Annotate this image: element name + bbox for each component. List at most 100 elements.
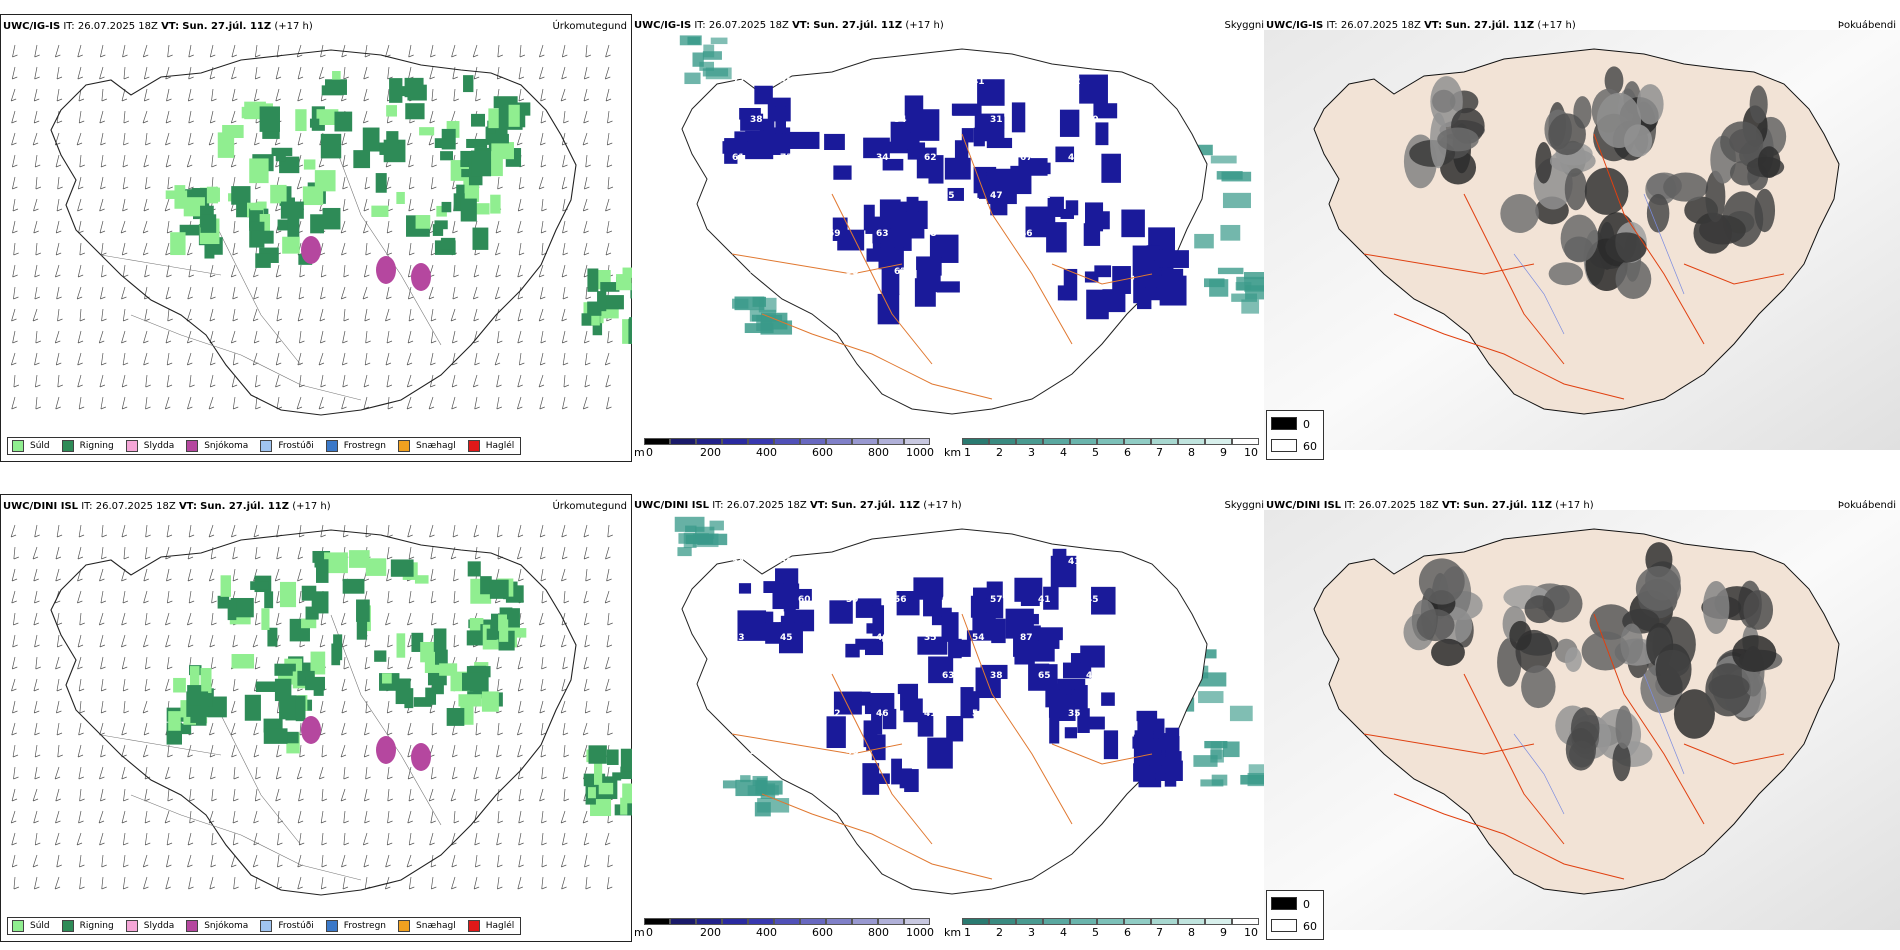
wind-barb xyxy=(363,110,369,124)
wind-barb xyxy=(474,744,481,758)
wind-barb xyxy=(363,854,370,868)
precip-cell xyxy=(310,214,324,234)
wind-barb xyxy=(363,88,369,102)
wind-barb xyxy=(186,308,193,322)
wind-barb xyxy=(562,220,568,234)
wind-barb xyxy=(35,396,41,410)
wind-barb xyxy=(365,524,372,538)
tick: 6 xyxy=(1124,926,1131,939)
wind-barb xyxy=(364,876,371,890)
wind-barb xyxy=(297,66,304,80)
wind-barb xyxy=(518,788,525,802)
wind-barb xyxy=(12,44,18,58)
colorbar-segment xyxy=(962,918,989,925)
fog-map-top xyxy=(1264,30,1900,450)
wind-barb xyxy=(144,788,150,802)
wind-barb xyxy=(253,524,260,538)
wind-barb xyxy=(165,110,172,124)
wind-barb xyxy=(276,308,283,322)
cloud-cell xyxy=(1084,271,1099,283)
wind-barb xyxy=(496,330,503,344)
colorbar-segment xyxy=(1016,918,1043,925)
wind-barb xyxy=(472,286,479,300)
roads xyxy=(731,613,1153,880)
cloud-base-label: 56 xyxy=(894,595,907,605)
wind-barb xyxy=(387,788,393,802)
wind-barb xyxy=(539,700,545,714)
wind-barb xyxy=(187,396,193,410)
precip-cell xyxy=(461,169,473,178)
cloud-base-label: 90 xyxy=(732,709,745,719)
fog-index-cell xyxy=(1564,168,1587,211)
cloud-cell xyxy=(871,705,883,735)
wind-barb xyxy=(10,524,17,538)
cloud-base-label: 55 xyxy=(942,191,955,201)
fog-index-cell xyxy=(1596,92,1642,148)
precip-cell xyxy=(405,103,425,120)
tick: 0 xyxy=(646,926,653,939)
fog-cell xyxy=(692,533,719,548)
cloud-unit: m xyxy=(634,926,645,939)
precip-cell xyxy=(627,803,633,816)
wind-barb xyxy=(121,634,127,648)
wind-barb xyxy=(341,700,348,714)
cloud-base-legend: m 0 200 400 600 800 1000 xyxy=(634,438,934,460)
cloud-cell xyxy=(1014,638,1035,665)
precip-cell xyxy=(261,608,270,630)
wind-barb xyxy=(275,374,281,388)
wind-barb xyxy=(518,700,524,714)
wind-barb xyxy=(34,66,40,80)
wind-barb xyxy=(341,396,347,410)
wind-barb xyxy=(430,44,436,58)
cloud-cell xyxy=(722,141,748,154)
wind-barb xyxy=(583,832,590,846)
colorbar-segment xyxy=(878,918,904,925)
wind-barb xyxy=(78,810,84,824)
wind-barb xyxy=(187,88,194,102)
wind-barb xyxy=(55,396,61,410)
wind-barb xyxy=(430,568,436,582)
wind-barb xyxy=(54,832,61,846)
wind-barb xyxy=(605,44,611,58)
wind-barb xyxy=(562,722,569,736)
wind-barb xyxy=(123,788,129,802)
cloud-base-label: 33 xyxy=(732,633,745,643)
wind-barb xyxy=(496,656,502,670)
precip-cell xyxy=(331,643,341,666)
tick: 400 xyxy=(756,926,777,939)
wind-barb xyxy=(406,854,413,868)
cloud-base-label: 35 xyxy=(1068,709,1081,719)
wind-barb xyxy=(540,330,546,344)
wind-barb xyxy=(517,286,524,300)
cloud-base-label: 57 xyxy=(798,115,811,125)
cloud-cell xyxy=(765,622,792,644)
cloud-cell xyxy=(903,698,923,723)
wind-barb xyxy=(11,590,17,604)
wind-barb xyxy=(33,810,39,824)
wind-barb xyxy=(167,176,173,190)
wind-barb xyxy=(540,88,546,102)
wind-barb xyxy=(583,678,590,692)
fog-index-cell xyxy=(1636,84,1664,125)
wind-barb xyxy=(121,286,127,300)
wind-barb xyxy=(320,810,327,824)
wind-barb xyxy=(408,154,414,168)
wind-barb xyxy=(517,766,524,780)
wind-barb xyxy=(407,330,414,344)
fog-cell xyxy=(679,35,702,46)
precip-cell xyxy=(206,186,219,204)
fog-value: 0 xyxy=(1303,898,1310,911)
wind-barb xyxy=(145,374,151,388)
wind-barb xyxy=(122,198,128,212)
wind-barb xyxy=(583,546,590,560)
wind-barb xyxy=(387,766,393,780)
fog-index-cell xyxy=(1699,215,1746,245)
wind-barb xyxy=(453,568,459,582)
cloud-cell xyxy=(1059,109,1080,137)
fog-index-cell xyxy=(1754,188,1776,233)
cloud-cell xyxy=(1083,716,1105,730)
wind-barb xyxy=(99,44,106,58)
wind-barb xyxy=(318,352,325,366)
wind-barb xyxy=(274,568,281,582)
fog-cell xyxy=(684,72,701,85)
